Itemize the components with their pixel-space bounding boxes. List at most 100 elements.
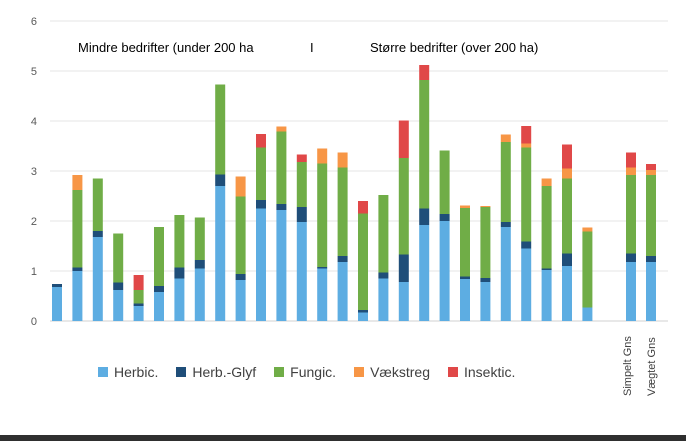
bar-segment [521,147,532,242]
bar-segment [215,174,226,186]
bar-segment [541,178,552,186]
bar-segment [582,227,593,232]
bar-segment [296,207,307,222]
bar-segment [256,134,266,148]
bar-segment [276,204,287,210]
bar-segment [378,278,389,321]
bar-segment [256,147,266,200]
bar-segment [480,278,491,282]
bar-segment [337,256,348,262]
bar-segment [235,280,246,321]
bar-segment [133,306,144,321]
bar-segment [337,167,348,256]
bar-segment [215,186,226,321]
legend-label: Herb.-Glyf [192,364,257,380]
bar-segment [398,158,409,255]
bar-segment [419,80,430,209]
bar-segment [521,248,532,321]
bar-segment [562,168,572,179]
bar-segment [500,222,511,227]
y-tick-label: 2 [31,216,37,228]
bar-segment [174,215,185,268]
y-tick-label: 0 [31,316,37,328]
y-tick-labels: 0 1 2 3 4 5 6 [31,16,37,328]
bar-segment [154,227,164,286]
bar-segment [562,266,572,321]
bar-segment [398,254,409,282]
bar-segment [541,268,552,270]
bar-segment [582,231,593,308]
bar-segment [72,271,83,321]
bar-segment [460,279,470,321]
bar-segment [154,286,164,292]
bar-segment [276,131,287,204]
bar-segment [194,268,205,321]
bar-segment [500,142,511,222]
legend-item-herbic: Herbic. [98,364,158,380]
bar-segment [541,186,552,269]
legend-label: Insektic. [464,364,516,380]
summary-label-weighted-mean: Vægtet Gns [646,337,658,396]
bars [52,65,656,321]
bar-segment [626,262,636,321]
bar-segment [541,270,552,321]
bar-segment [626,175,636,254]
bar-segment [113,282,124,290]
legend-swatch [176,367,187,377]
bar-segment [154,292,164,321]
bar-segment [378,195,389,273]
bar-segment [460,205,470,208]
legend-label: Vækstreg [370,364,430,380]
legend-label: Herbic. [114,364,159,380]
bar-segment [113,290,124,321]
bar-segment [439,221,450,321]
legend-label: Fungic. [290,364,337,380]
bar-segment [521,143,532,148]
y-tick-label: 5 [31,66,37,78]
annotation-large-farms: Større bedrifter (over 200 ha) [370,40,539,55]
bar-segment [174,278,185,321]
bar-segment [276,126,287,132]
bar-segment [235,176,246,197]
bar-segment [646,164,656,170]
legend-item-fungic: Fungic. [274,364,336,380]
bar-segment [113,233,124,283]
bottom-divider-bar [0,435,686,441]
bar-segment [317,148,328,164]
bar-segment [296,222,307,321]
bar-segment [358,201,368,214]
bar-segment [317,267,328,269]
bar-segment [562,253,572,266]
bar-segment [521,126,532,144]
bar-segment [378,272,389,279]
bar-segment [480,282,491,321]
bar-segment [500,134,511,142]
bar-segment [72,190,83,268]
bar-segment [626,167,636,175]
bar-segment [296,154,307,162]
y-tick-label: 6 [31,16,37,28]
bar-segment [256,208,266,321]
bar-segment [562,144,572,169]
bar-segment [419,225,430,321]
bar-segment [439,214,450,221]
bar-segment [646,262,656,321]
bar-segment [256,200,266,209]
bar-segment [92,237,103,321]
y-tick-label: 1 [31,266,37,278]
bar-segment [235,196,246,274]
bar-segment [194,260,205,269]
y-tick-label: 4 [31,116,37,128]
bar-segment [317,163,328,267]
bar-segment [646,256,656,262]
legend-swatch [354,367,365,377]
bar-segment [646,175,656,256]
bar-segment [133,303,144,306]
bar-segment [215,84,226,175]
legend-item-herb-glyf: Herb.-Glyf [176,364,256,380]
bar-segment [72,267,83,271]
bar-segment [358,213,368,310]
bar-segment [521,241,532,249]
bar-segment [562,178,572,254]
